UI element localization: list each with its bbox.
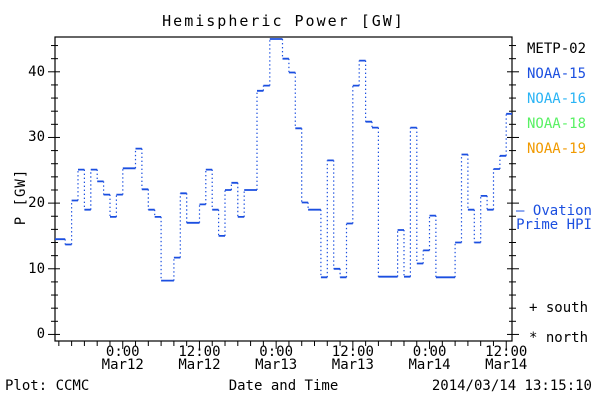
x-tick-time: 0:00 <box>105 344 140 360</box>
x-tick-time: 0:00 <box>412 344 447 360</box>
plus-marker-icon: + <box>529 300 538 316</box>
legend-ovation: — Ovation Prime HPI <box>511 204 597 232</box>
x-tick-time: 0:00 <box>259 344 293 360</box>
x-tick-label: 0:00 Mar13 <box>244 344 308 373</box>
x-tick-date: Mar12 <box>178 357 221 373</box>
x-tick-label: 0:00 Mar12 <box>91 344 155 373</box>
x-axis-title: Date and Time <box>228 378 339 394</box>
legend-noaa-18: NOAA-18 <box>527 116 587 132</box>
x-tick-label: 12:00 Mar14 <box>474 344 538 373</box>
legend-metp-02: METP-02 <box>527 41 587 57</box>
legend-satellites: METP-02 NOAA-15 NOAA-16 NOAA-18 NOAA-19 <box>527 42 586 156</box>
x-tick-label: 12:00 Mar13 <box>321 344 385 373</box>
ovation-line-sample: — <box>516 203 525 219</box>
x-tick-date: Mar13 <box>255 357 298 373</box>
hpi-step-levels <box>55 38 512 282</box>
x-tick-time: 12:00 <box>331 344 374 360</box>
x-tick-date: Mar13 <box>331 357 374 373</box>
x-tick-time: 12:00 <box>485 344 528 360</box>
x-tick-label: 0:00 Mar14 <box>398 344 462 373</box>
legend-south: + south <box>529 301 588 315</box>
x-tick-date: Mar14 <box>408 357 451 373</box>
x-tick-time: 12:00 <box>178 344 221 360</box>
plot-credit: Plot: CCMC <box>5 378 90 394</box>
legend-noaa-19: NOAA-19 <box>527 141 587 157</box>
y-tick-label: 10 <box>28 260 45 277</box>
asterisk-marker-icon: * <box>529 330 538 346</box>
legend-noaa-16: NOAA-16 <box>527 91 587 107</box>
chart-title: Hemispheric Power [GW] <box>162 12 405 30</box>
x-tick-date: Mar14 <box>485 357 528 373</box>
legend-noaa-15: NOAA-15 <box>527 66 587 82</box>
x-tick-label: 12:00 Mar12 <box>167 344 231 373</box>
y-tick-label: 0 <box>36 326 45 343</box>
south-label: south <box>545 300 589 316</box>
ovation-label: Ovation Prime HPI <box>516 203 592 233</box>
plot-frame <box>54 36 513 342</box>
x-tick-date: Mar12 <box>101 357 144 373</box>
north-label: north <box>545 330 589 346</box>
y-tick-label: 30 <box>28 129 45 146</box>
legend-north: * north <box>529 331 588 345</box>
plot-timestamp: 2014/03/14 13:15:10 <box>431 378 592 394</box>
hpi-step-connectors <box>64 39 507 281</box>
y-tick-label: 20 <box>28 195 45 212</box>
y-tick-label: 40 <box>28 63 45 80</box>
